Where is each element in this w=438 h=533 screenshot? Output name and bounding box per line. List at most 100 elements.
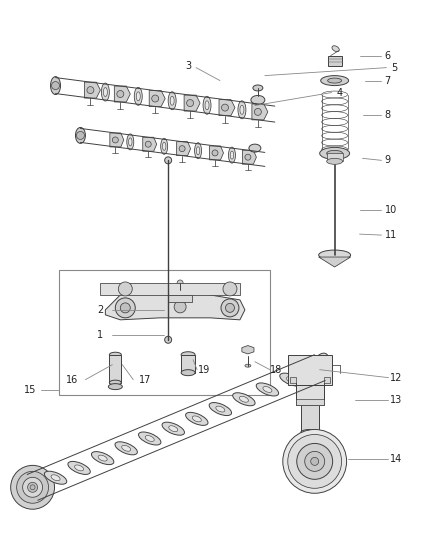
Ellipse shape xyxy=(122,446,131,451)
Text: 2: 2 xyxy=(97,305,103,315)
Polygon shape xyxy=(106,290,245,320)
Circle shape xyxy=(77,132,85,140)
Ellipse shape xyxy=(181,352,195,358)
Circle shape xyxy=(28,482,38,492)
Ellipse shape xyxy=(128,138,132,146)
Circle shape xyxy=(17,471,49,503)
Ellipse shape xyxy=(245,364,251,367)
Polygon shape xyxy=(242,150,256,164)
Polygon shape xyxy=(252,104,268,120)
Polygon shape xyxy=(110,133,124,147)
Circle shape xyxy=(283,430,346,493)
Polygon shape xyxy=(100,283,240,295)
Circle shape xyxy=(152,95,159,102)
Bar xyxy=(328,55,342,66)
Ellipse shape xyxy=(332,46,339,52)
Circle shape xyxy=(165,157,172,164)
Ellipse shape xyxy=(51,475,60,481)
Circle shape xyxy=(23,478,42,497)
Ellipse shape xyxy=(168,92,176,110)
Text: 3: 3 xyxy=(185,61,191,71)
Ellipse shape xyxy=(145,435,154,441)
Text: 6: 6 xyxy=(385,51,391,61)
Circle shape xyxy=(118,282,132,296)
Ellipse shape xyxy=(251,95,265,104)
Text: 19: 19 xyxy=(198,365,210,375)
Ellipse shape xyxy=(256,383,279,396)
Circle shape xyxy=(174,301,186,313)
Ellipse shape xyxy=(181,370,195,376)
Ellipse shape xyxy=(280,373,302,386)
Circle shape xyxy=(87,87,94,94)
Circle shape xyxy=(223,282,237,296)
Circle shape xyxy=(177,280,183,286)
Ellipse shape xyxy=(238,101,246,119)
Circle shape xyxy=(11,465,54,509)
Text: 5: 5 xyxy=(391,63,398,72)
Bar xyxy=(59,270,270,394)
Polygon shape xyxy=(219,100,235,116)
Circle shape xyxy=(145,141,151,147)
Ellipse shape xyxy=(50,77,60,94)
Bar xyxy=(288,355,332,385)
Text: 17: 17 xyxy=(139,375,152,385)
Ellipse shape xyxy=(286,377,296,383)
Ellipse shape xyxy=(103,87,107,96)
Ellipse shape xyxy=(319,250,350,260)
Ellipse shape xyxy=(115,442,138,455)
Text: 15: 15 xyxy=(25,385,37,394)
Ellipse shape xyxy=(162,142,166,150)
Ellipse shape xyxy=(68,462,90,474)
Ellipse shape xyxy=(203,96,211,114)
Text: 16: 16 xyxy=(66,375,78,385)
Ellipse shape xyxy=(75,127,85,143)
Text: 1: 1 xyxy=(97,330,103,340)
Polygon shape xyxy=(168,295,192,302)
Ellipse shape xyxy=(240,397,248,402)
Circle shape xyxy=(288,434,342,488)
Ellipse shape xyxy=(127,134,134,150)
Polygon shape xyxy=(319,257,350,267)
Ellipse shape xyxy=(101,83,110,101)
Ellipse shape xyxy=(320,148,350,159)
Circle shape xyxy=(305,451,325,471)
Bar xyxy=(110,355,121,383)
Text: 13: 13 xyxy=(389,394,402,405)
Ellipse shape xyxy=(240,106,244,114)
Polygon shape xyxy=(149,91,165,107)
Polygon shape xyxy=(114,86,130,102)
Text: 8: 8 xyxy=(385,110,391,120)
Circle shape xyxy=(30,485,35,490)
Circle shape xyxy=(52,82,60,90)
Ellipse shape xyxy=(321,76,349,86)
Ellipse shape xyxy=(44,471,67,484)
Ellipse shape xyxy=(192,416,201,422)
Text: 9: 9 xyxy=(385,155,391,165)
Text: 14: 14 xyxy=(389,455,402,464)
Circle shape xyxy=(226,303,234,312)
Circle shape xyxy=(120,303,130,313)
Ellipse shape xyxy=(253,85,263,91)
Ellipse shape xyxy=(328,78,342,83)
Ellipse shape xyxy=(134,87,142,106)
Ellipse shape xyxy=(194,143,201,159)
Polygon shape xyxy=(184,95,200,111)
Ellipse shape xyxy=(98,455,107,461)
Ellipse shape xyxy=(229,147,236,163)
Circle shape xyxy=(115,298,135,318)
Polygon shape xyxy=(177,142,191,156)
Ellipse shape xyxy=(186,413,208,425)
Circle shape xyxy=(221,299,239,317)
Text: 12: 12 xyxy=(389,373,402,383)
Ellipse shape xyxy=(92,451,114,465)
Polygon shape xyxy=(290,377,330,405)
Circle shape xyxy=(117,91,124,98)
Ellipse shape xyxy=(161,139,168,154)
Ellipse shape xyxy=(310,353,329,382)
Text: 7: 7 xyxy=(385,76,391,86)
Circle shape xyxy=(222,104,229,111)
Circle shape xyxy=(254,108,261,115)
Bar xyxy=(301,405,319,432)
Ellipse shape xyxy=(209,402,232,416)
Ellipse shape xyxy=(233,393,255,406)
